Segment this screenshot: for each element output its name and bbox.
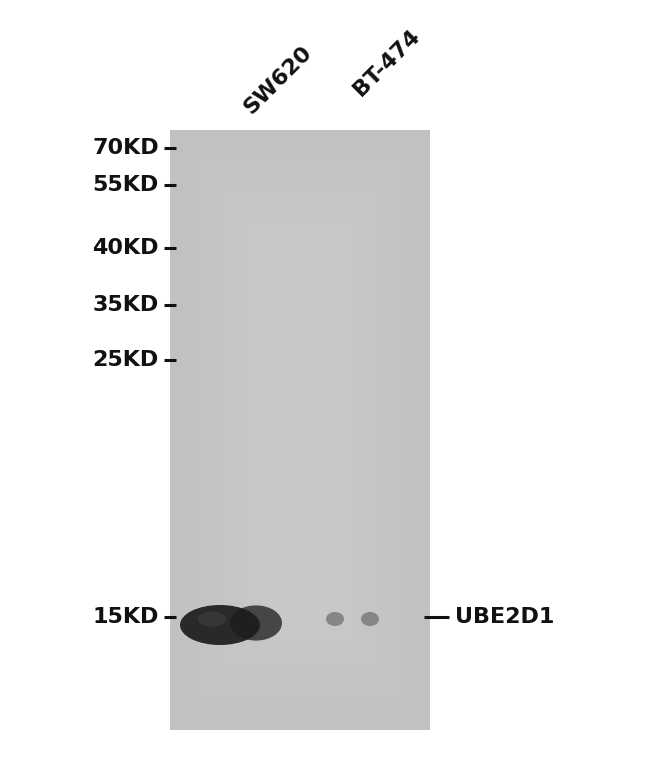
Bar [235,205,365,655]
Text: 35KD: 35KD [93,295,159,315]
Bar [248,220,352,640]
Ellipse shape [230,605,282,641]
Text: UBE2D1: UBE2D1 [455,607,554,627]
Bar [222,190,378,670]
Ellipse shape [198,611,226,626]
Bar [170,130,430,730]
Bar [261,235,339,625]
Text: BT-474: BT-474 [350,26,424,100]
Text: 70KD: 70KD [92,138,159,158]
Text: 25KD: 25KD [93,350,159,370]
Ellipse shape [180,605,260,645]
Ellipse shape [361,612,379,626]
Bar [209,175,391,685]
Text: 15KD: 15KD [92,607,159,627]
Bar [170,130,430,730]
Text: 55KD: 55KD [93,175,159,195]
Ellipse shape [326,612,344,626]
Bar [183,145,417,715]
Text: SW620: SW620 [240,42,316,118]
Text: 40KD: 40KD [92,238,159,258]
Bar [196,160,404,700]
